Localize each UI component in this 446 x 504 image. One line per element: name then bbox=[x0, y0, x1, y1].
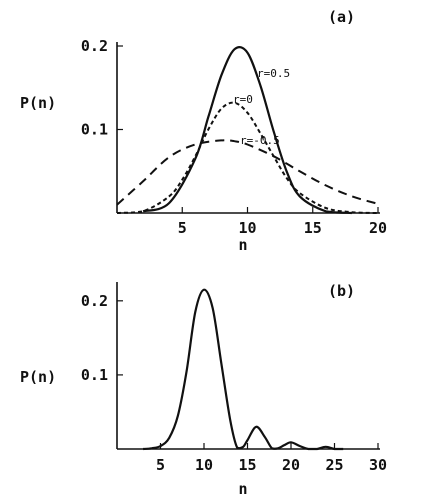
panel-a: 5 10 15 20 0.1 0.2 n P(n) (a) r=0.5 r=0 r=-0.5 bbox=[20, 8, 387, 254]
x-axis-label: n bbox=[238, 236, 247, 254]
y-axis-label: P(n) bbox=[20, 368, 56, 386]
panel-b: 5 10 15 20 25 30 0.1 0.2 n P(n) (b) bbox=[20, 282, 387, 498]
x-tick-label: 20 bbox=[369, 219, 387, 237]
y-tick-label: 0.2 bbox=[81, 292, 108, 310]
x-tick-label: 15 bbox=[238, 456, 256, 474]
x-tick-label: 25 bbox=[325, 456, 343, 474]
series-r-0-line bbox=[116, 101, 379, 214]
curve-annotation: r=-0.5 bbox=[240, 134, 280, 147]
x-tick-label: 30 bbox=[369, 456, 387, 474]
x-axis-label: n bbox=[238, 480, 247, 498]
x-tick-label: 5 bbox=[156, 456, 165, 474]
y-axis-label: P(n) bbox=[20, 94, 56, 112]
y-tick-label: 0.2 bbox=[81, 37, 108, 55]
x-tick-label: 10 bbox=[195, 456, 213, 474]
curve-annotation: r=0 bbox=[233, 93, 253, 106]
panel-label: (a) bbox=[328, 8, 355, 26]
x-tick-label: 15 bbox=[304, 219, 322, 237]
panel-label: (b) bbox=[328, 282, 355, 300]
x-tick-label: 10 bbox=[238, 219, 256, 237]
series-r-0-5-line bbox=[142, 46, 352, 215]
series-r-0-5-line bbox=[116, 139, 379, 206]
x-tick-label: 20 bbox=[282, 456, 300, 474]
x-tick-label: 5 bbox=[178, 219, 187, 237]
y-tick-label: 0.1 bbox=[81, 366, 108, 384]
series-curve-line bbox=[143, 288, 344, 451]
y-tick-label: 0.1 bbox=[81, 121, 108, 139]
curve-annotation: r=0.5 bbox=[257, 67, 290, 80]
